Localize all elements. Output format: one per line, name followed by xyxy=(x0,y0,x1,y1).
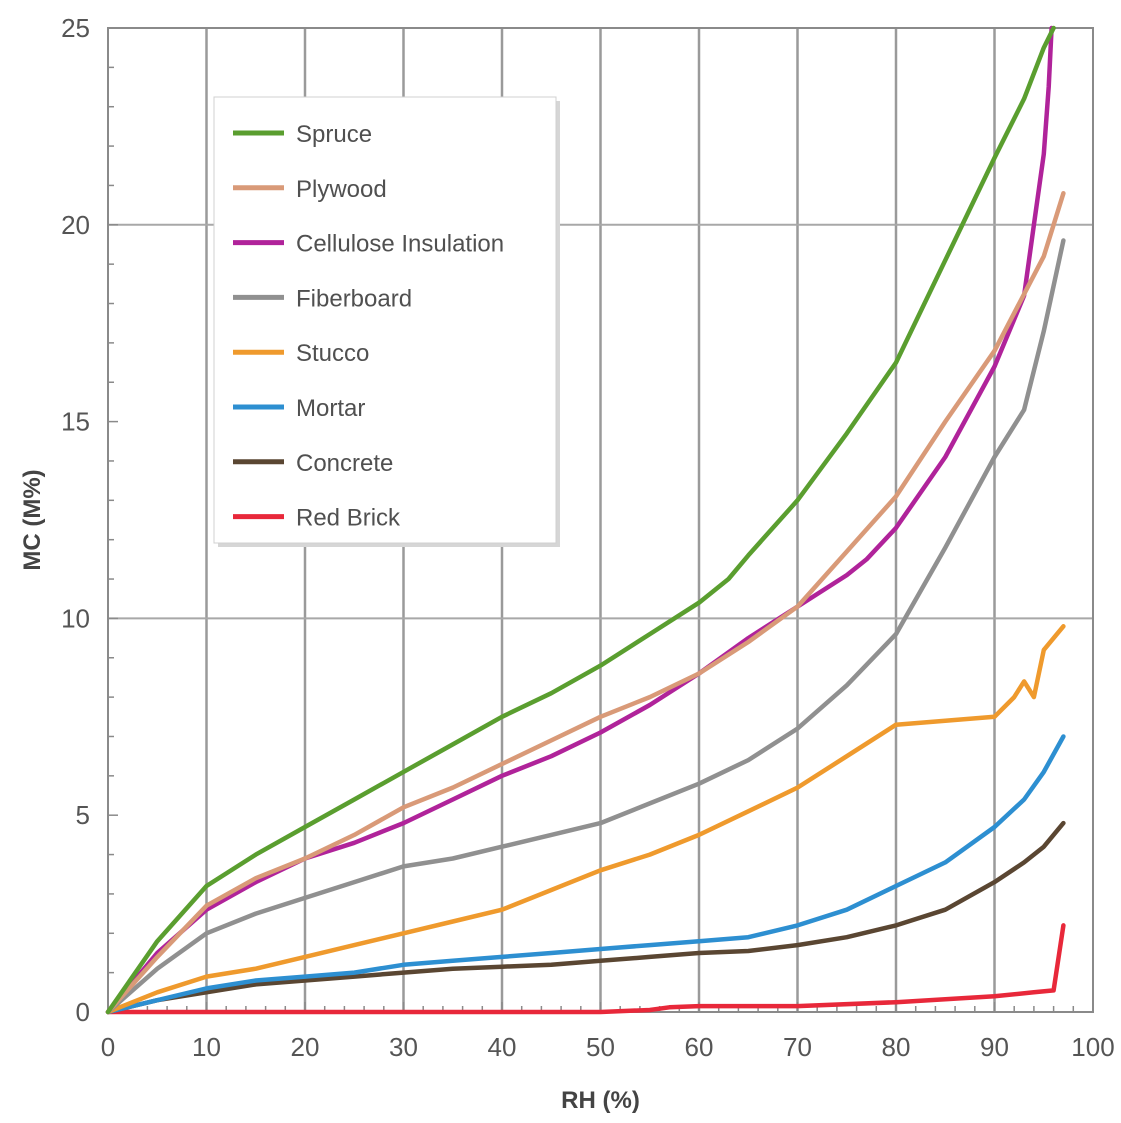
y-tick-label: 5 xyxy=(76,800,90,830)
y-tick-label: 10 xyxy=(61,603,90,633)
series-line-red-brick xyxy=(105,923,1066,1015)
legend-label-red-brick: Red Brick xyxy=(296,505,401,532)
tick-labels: 0 10 20 30 40 50 60 70 80 90 100 0 5 10 15 20 25 xyxy=(61,13,1115,1062)
legend-box xyxy=(213,96,557,544)
y-tick-label: 15 xyxy=(61,407,90,437)
x-axis-title: RH (%) xyxy=(561,1087,640,1114)
legend-label-spruce: Spruce xyxy=(296,121,372,148)
x-tick-label: 40 xyxy=(488,1032,517,1062)
series-layer xyxy=(105,25,1066,1015)
legend-label-cellulose-insulation: Cellulose Insulation xyxy=(296,231,504,258)
y-tick-label: 0 xyxy=(76,997,90,1027)
x-tick-label: 20 xyxy=(291,1032,320,1062)
legend-label-concrete: Concrete xyxy=(296,450,393,477)
legend-label-fiberboard: Fiberboard xyxy=(296,285,412,312)
x-tick-label: 80 xyxy=(882,1032,911,1062)
x-tick-label: 10 xyxy=(192,1032,221,1062)
series-line-mortar xyxy=(105,734,1066,1015)
x-tick-label: 50 xyxy=(586,1032,615,1062)
series-line-concrete xyxy=(105,820,1066,1015)
x-tick-label: 90 xyxy=(980,1032,1009,1062)
y-tick-label: 25 xyxy=(61,13,90,43)
series-line-fiberboard xyxy=(105,238,1066,1015)
x-tick-label: 60 xyxy=(685,1032,714,1062)
legend: Spruce Plywood Cellulose Insulation Fiberbo… xyxy=(213,96,560,547)
x-tick-label: 30 xyxy=(389,1032,418,1062)
x-tick-label: 70 xyxy=(783,1032,812,1062)
x-tick-label: 0 xyxy=(101,1032,115,1062)
legend-label-mortar: Mortar xyxy=(296,395,365,422)
legend-label-stucco: Stucco xyxy=(296,340,369,367)
legend-label-plywood: Plywood xyxy=(296,176,387,203)
x-tick-label: 100 xyxy=(1071,1032,1114,1062)
y-tick-label: 20 xyxy=(61,210,90,240)
series-line-plywood xyxy=(105,191,1066,1015)
series-line-spruce xyxy=(105,25,1056,1015)
y-axis-title: MC (M%) xyxy=(19,469,46,570)
series-line-stucco xyxy=(105,624,1066,1015)
